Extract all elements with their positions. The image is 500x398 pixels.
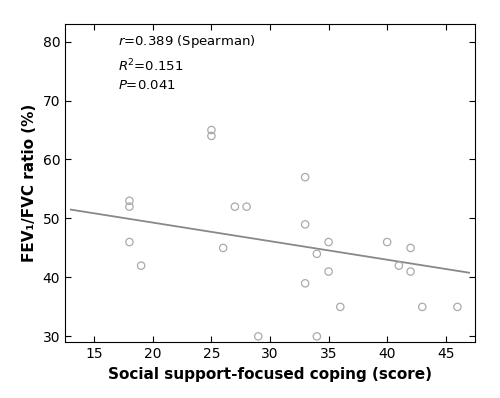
Point (137, 262, 145, 269)
Point (383, 239, 391, 245)
Point (418, 304, 426, 310)
Point (313, 333, 321, 339)
Point (336, 304, 344, 310)
Point (301, 221, 309, 228)
Point (208, 133, 216, 139)
Point (126, 197, 134, 204)
Point (254, 333, 262, 339)
Point (395, 262, 403, 269)
Point (231, 203, 239, 210)
Point (301, 174, 309, 180)
X-axis label: Social support-focused coping (score): Social support-focused coping (score) (108, 367, 432, 382)
Point (301, 280, 309, 287)
Y-axis label: FEV₁/FVC ratio (%): FEV₁/FVC ratio (%) (22, 104, 37, 262)
Text: $\it{r}$=0.389 (Spearman)
$\it{R}$$^{2}$=0.151
$\it{P}$=0.041: $\it{r}$=0.389 (Spearman) $\it{R}$$^{2}$… (118, 33, 256, 92)
Point (126, 239, 134, 245)
Point (406, 245, 414, 251)
Point (313, 251, 321, 257)
Point (126, 203, 134, 210)
Point (219, 245, 227, 251)
Point (454, 304, 462, 310)
Point (208, 127, 216, 133)
Point (324, 268, 332, 275)
Point (324, 239, 332, 245)
Point (242, 203, 250, 210)
Point (406, 268, 414, 275)
